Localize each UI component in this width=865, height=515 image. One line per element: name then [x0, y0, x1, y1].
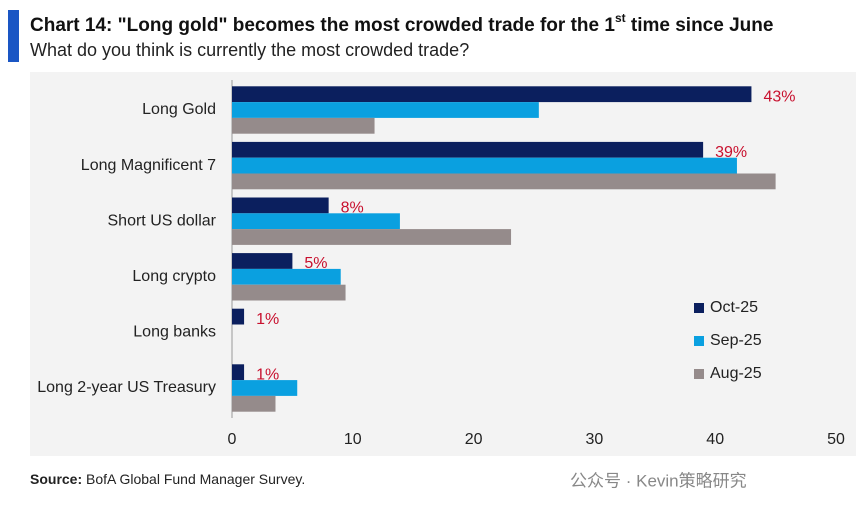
- bar: [232, 173, 776, 190]
- bar: [232, 380, 298, 396]
- x-tick-label: 0: [228, 431, 237, 448]
- y-tick-label: Long crypto: [132, 268, 216, 285]
- x-tick-label: 10: [344, 431, 362, 448]
- bar: [232, 229, 512, 245]
- x-tick-label: 20: [465, 431, 483, 448]
- source: Source: BofA Global Fund Manager Survey.: [30, 471, 305, 487]
- bar: [232, 102, 539, 118]
- bar: [232, 141, 704, 158]
- chart-title: Chart 14: "Long gold" becomes the most c…: [30, 11, 773, 36]
- legend-swatch: [694, 336, 704, 346]
- source-text: BofA Global Fund Manager Survey.: [82, 471, 305, 487]
- y-tick-label: Long Gold: [142, 101, 216, 118]
- bar: [232, 284, 346, 301]
- bar: [232, 308, 245, 325]
- legend-label: Oct-25: [710, 299, 758, 316]
- bar: [232, 395, 276, 412]
- x-tick-label: 50: [827, 431, 845, 448]
- value-label: 43%: [763, 88, 795, 105]
- bar: [232, 86, 752, 103]
- title-sup: st: [615, 11, 626, 25]
- bar: [232, 213, 400, 230]
- x-tick-label: 30: [586, 431, 604, 448]
- y-tick-label: Long 2-year US Treasury: [37, 379, 216, 396]
- bar: [232, 157, 737, 174]
- title-part: time since June: [626, 15, 774, 36]
- source-label: Source:: [30, 471, 82, 487]
- watermark: 公众号 · Kevin策略研究: [570, 471, 747, 490]
- y-tick-label: Long banks: [133, 324, 216, 341]
- title-accent: [8, 10, 19, 62]
- bar: [232, 197, 329, 214]
- bar: [232, 117, 375, 134]
- legend-swatch: [694, 303, 704, 313]
- plot-background: [30, 72, 856, 456]
- y-tick-label: Long Magnificent 7: [81, 157, 216, 174]
- legend-swatch: [694, 369, 704, 379]
- value-label: 39%: [715, 144, 747, 161]
- value-label: 1%: [256, 311, 279, 328]
- legend-label: Sep-25: [710, 332, 762, 349]
- bar: [232, 268, 341, 285]
- y-tick-label: Short US dollar: [108, 212, 217, 229]
- title-part: Chart 14: "Long gold" becomes the most c…: [30, 15, 615, 36]
- value-label: 8%: [341, 200, 364, 217]
- value-label: 5%: [304, 255, 327, 272]
- value-label: 1%: [256, 366, 279, 383]
- legend-label: Aug-25: [710, 365, 762, 382]
- bar: [232, 364, 245, 381]
- bar: [232, 253, 293, 269]
- x-tick-label: 40: [706, 431, 724, 448]
- chart-subtitle: What do you think is currently the most …: [30, 40, 469, 60]
